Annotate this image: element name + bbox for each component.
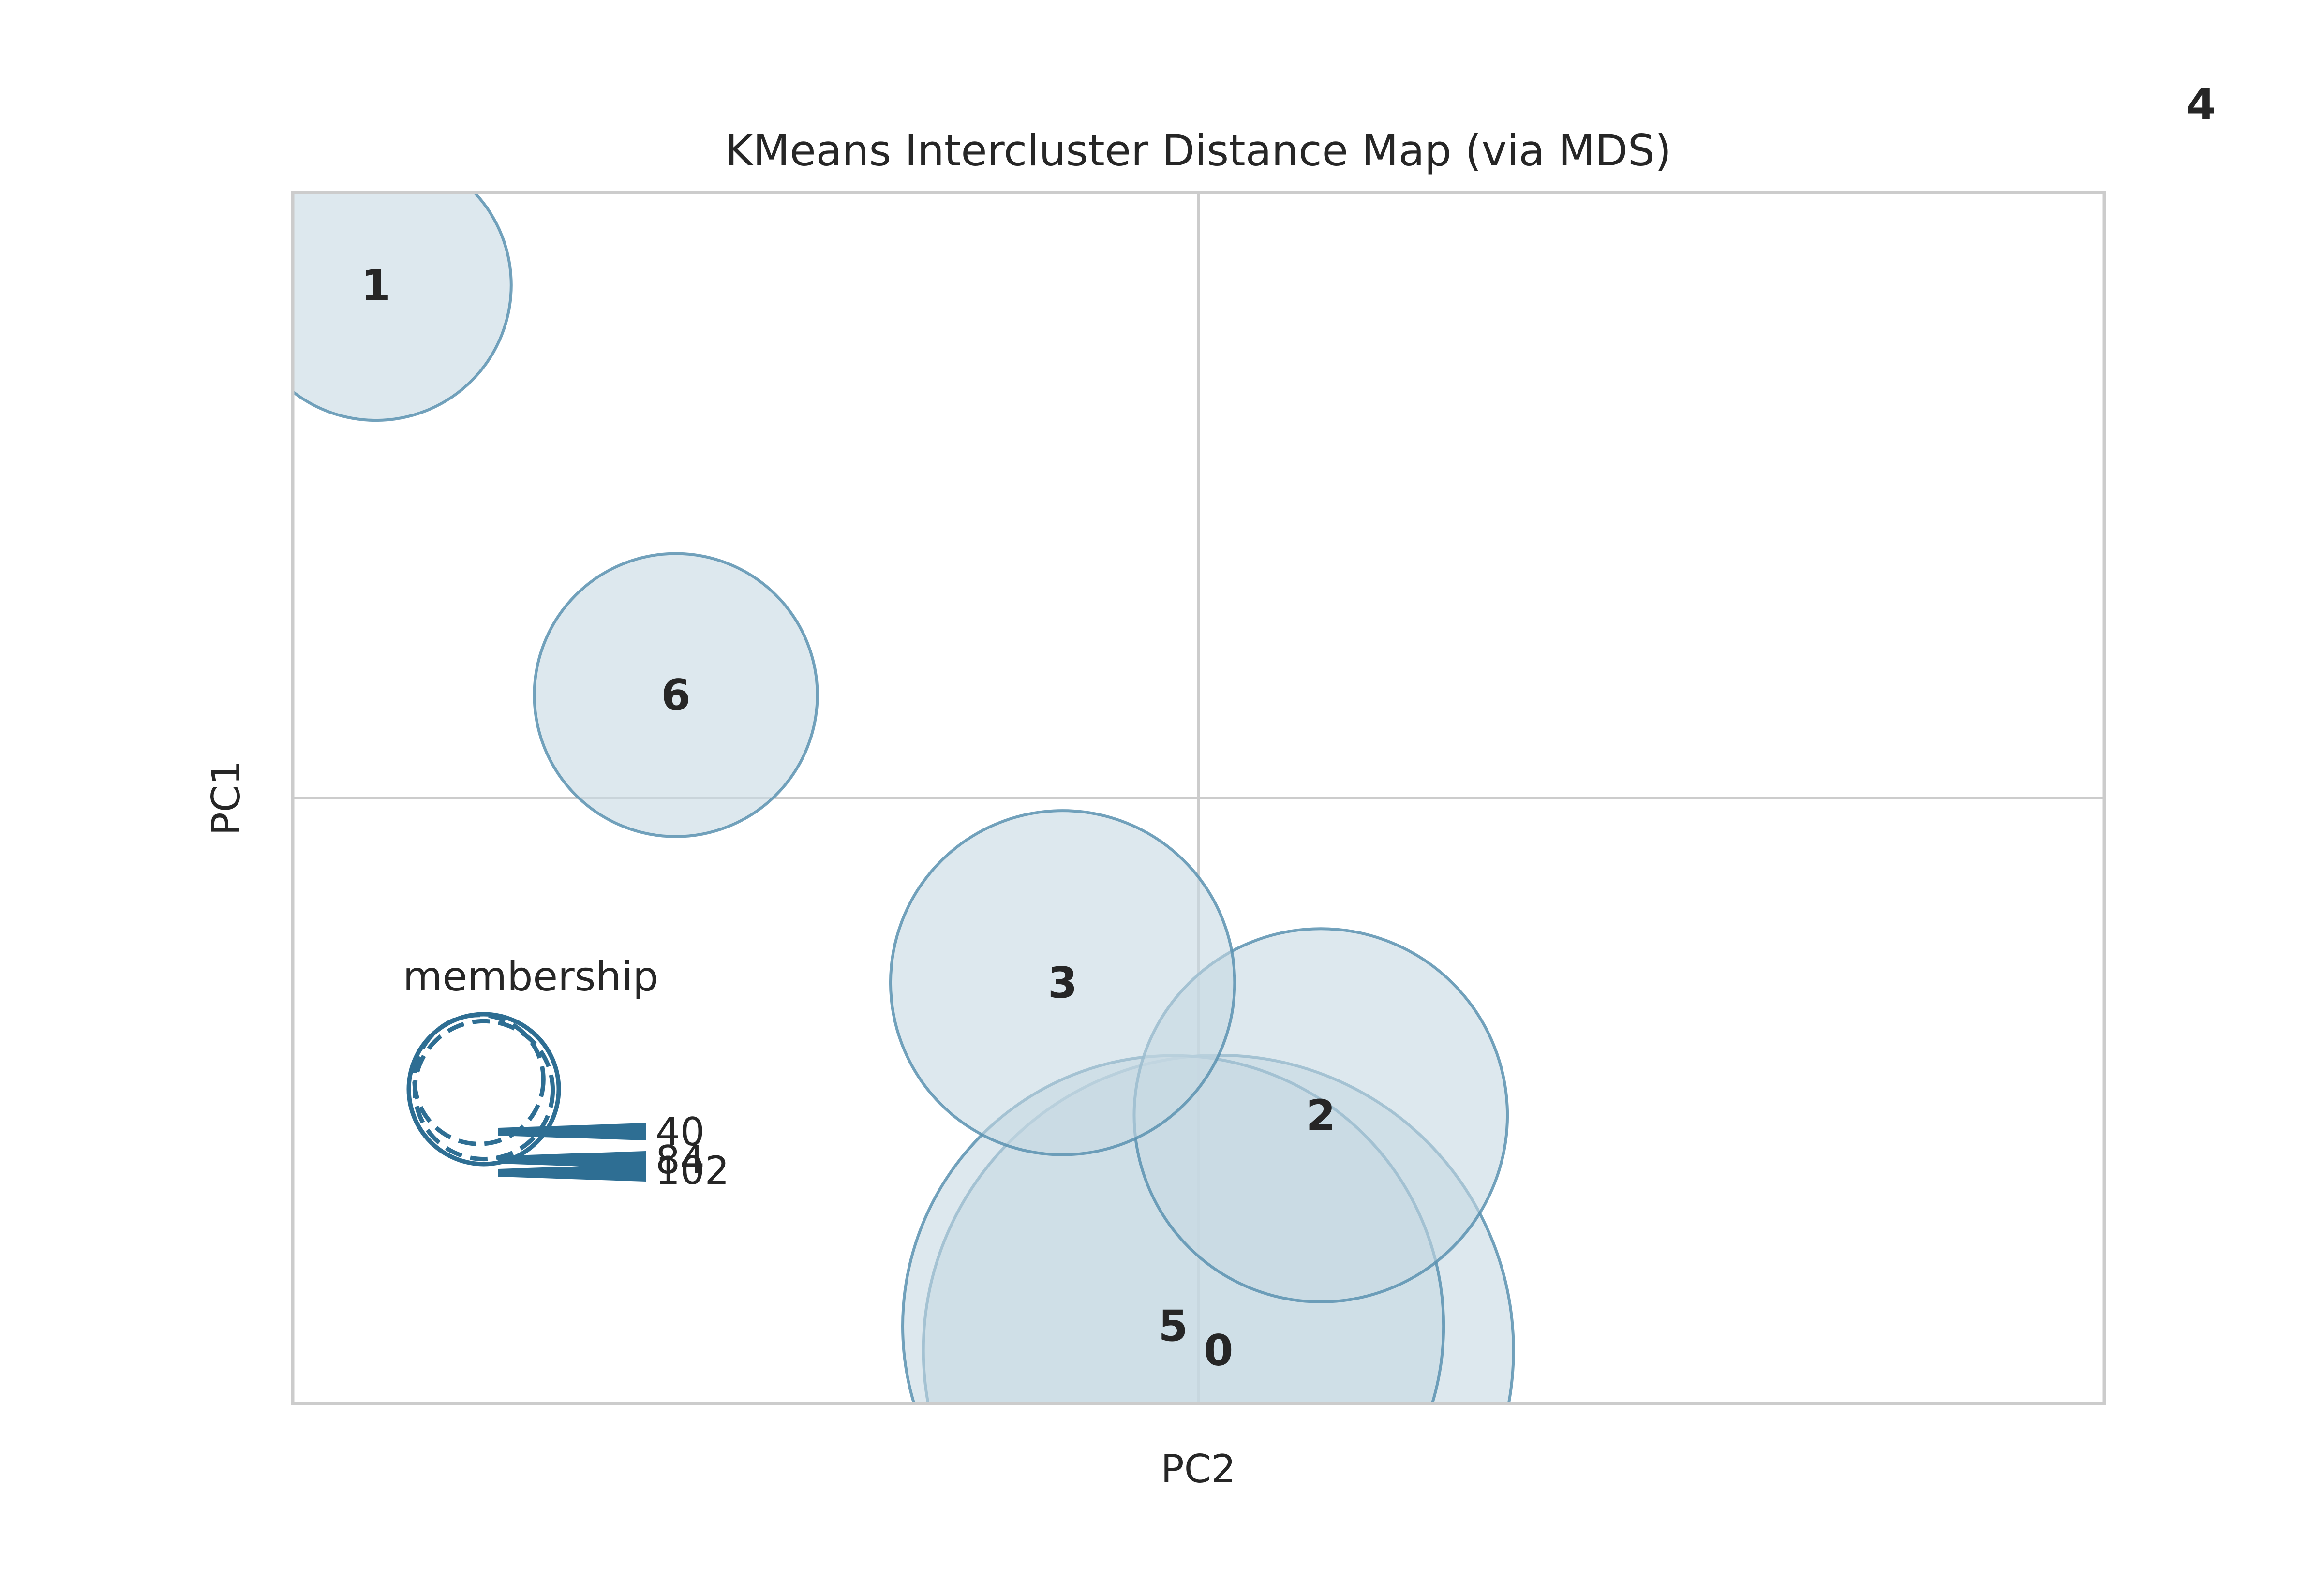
legend-title: membership	[403, 953, 659, 1000]
legend-entry-40: 40	[655, 1109, 705, 1154]
legend-ring-1	[412, 1019, 555, 1162]
cluster-label-3: 3	[1048, 958, 1077, 1008]
legend-entry-102: 102	[655, 1148, 729, 1193]
cluster-bubble-6	[533, 552, 819, 838]
plot-border	[291, 191, 2106, 1405]
cluster-labels: 0 1 2 3 4 5 6	[361, 79, 2216, 1375]
plot-frame	[291, 191, 2106, 1405]
cluster-label-0: 0	[1204, 1326, 1233, 1375]
legend-ring-3	[406, 1012, 561, 1167]
cluster-label-6: 6	[661, 670, 690, 720]
legend-pointer-40	[498, 1123, 646, 1140]
x-axis-label: PC2	[1161, 1447, 1236, 1492]
cluster-bubble-3	[889, 809, 1236, 1156]
cluster-label-5: 5	[1158, 1301, 1188, 1351]
legend-pointer-102	[498, 1164, 646, 1182]
legend-entry-84: 84	[655, 1138, 705, 1182]
cluster-bubbles	[293, 192, 1515, 1404]
cluster-label-4: 4	[2187, 79, 2216, 129]
legend-pointer-84	[498, 1151, 646, 1168]
chart-title: KMeans Intercluster Distance Map (via MD…	[725, 126, 1671, 176]
y-axis-label: PC1	[204, 761, 249, 836]
cluster-label-2: 2	[1306, 1091, 1336, 1140]
cluster-bubble-1	[293, 192, 513, 422]
cluster-label-1: 1	[361, 261, 391, 310]
